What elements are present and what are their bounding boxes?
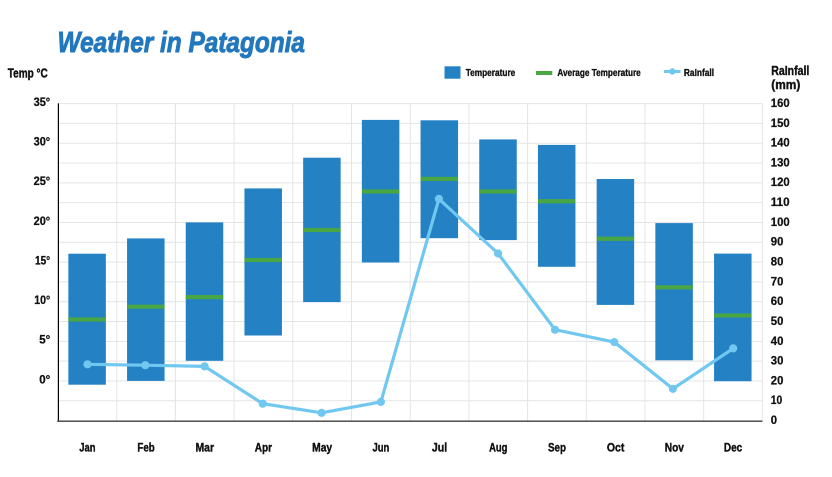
svg-text:(mm): (mm) [771, 78, 800, 92]
svg-text:Mar: Mar [195, 441, 214, 455]
svg-text:Temperature: Temperature [466, 67, 516, 79]
svg-text:100: 100 [771, 217, 790, 229]
svg-text:May: May [312, 441, 332, 455]
svg-text:120: 120 [771, 177, 790, 189]
svg-text:Average Temperature: Average Temperature [557, 67, 640, 79]
svg-text:Apr: Apr [255, 441, 273, 455]
svg-text:90: 90 [771, 237, 784, 249]
svg-text:10°: 10° [34, 293, 50, 307]
svg-text:80: 80 [771, 257, 784, 269]
svg-text:Dec: Dec [724, 441, 743, 455]
svg-text:Jul: Jul [432, 441, 447, 455]
svg-text:RaInfall: RaInfall [684, 67, 714, 79]
svg-text:Temp °C: Temp °C [8, 67, 48, 81]
svg-text:5°: 5° [39, 333, 50, 347]
svg-text:35°: 35° [34, 95, 51, 109]
svg-text:10: 10 [771, 395, 783, 407]
svg-text:110: 110 [771, 197, 790, 209]
svg-text:150: 150 [771, 118, 790, 130]
svg-text:30°: 30° [34, 135, 51, 149]
svg-text:Sep: Sep [548, 441, 566, 455]
svg-text:Feb: Feb [137, 441, 154, 455]
svg-text:130: 130 [771, 157, 790, 169]
svg-text:60: 60 [771, 296, 784, 308]
svg-text:0: 0 [771, 415, 777, 427]
svg-text:20: 20 [771, 375, 784, 387]
svg-text:50: 50 [771, 316, 784, 328]
svg-text:160: 160 [771, 98, 790, 110]
svg-text:RaInfall: RaInfall [771, 64, 809, 78]
svg-text:15°: 15° [35, 254, 50, 268]
svg-text:140: 140 [771, 138, 790, 150]
svg-text:Jun: Jun [372, 441, 389, 455]
svg-text:40: 40 [771, 336, 784, 348]
svg-text:25°: 25° [34, 174, 51, 188]
svg-text:20°: 20° [34, 214, 51, 228]
svg-text:0°: 0° [39, 372, 50, 386]
svg-text:Nov: Nov [665, 441, 685, 455]
svg-text:Weather in Patagonia: Weather in Patagonia [58, 27, 306, 59]
svg-text:Jan: Jan [79, 441, 95, 455]
svg-text:70: 70 [771, 276, 784, 288]
svg-text:Oct: Oct [607, 441, 625, 455]
svg-text:Aug: Aug [489, 441, 507, 455]
svg-text:30: 30 [771, 356, 784, 368]
